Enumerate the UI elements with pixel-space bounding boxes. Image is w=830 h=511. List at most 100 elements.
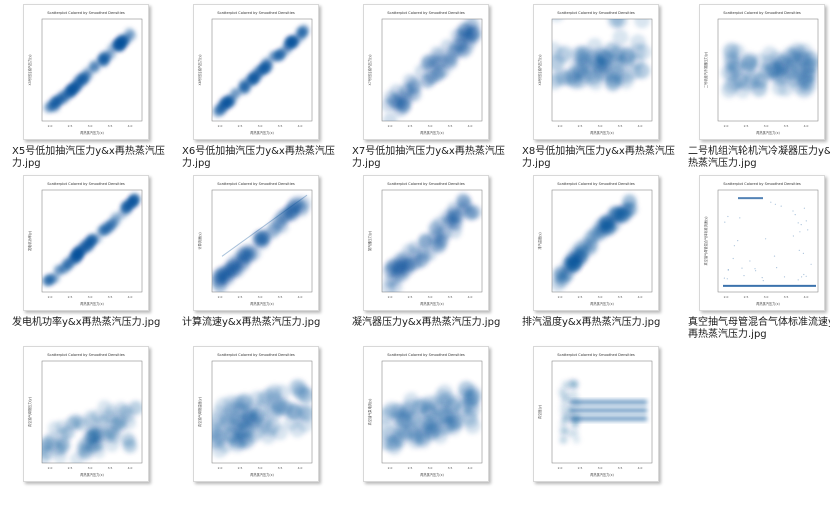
y-axis-label: X8号低加抽汽压力(y) <box>537 55 542 86</box>
x-tick-label: 2.0 <box>48 295 53 299</box>
x-tick-label: 2.0 <box>48 466 53 470</box>
x-tick-label: 2.0 <box>48 124 53 128</box>
density-plot-image: Scatterplot Colored by Smoothed Densitie… <box>537 182 653 306</box>
file-item[interactable]: Scatterplot Colored by Smoothed Densitie… <box>12 4 172 169</box>
file-name-label[interactable]: 二号机组汽轮机汽冷凝器压力y&x再热蒸汽压力.jpg <box>688 146 830 169</box>
x-tick-label: 4.0 <box>638 124 643 128</box>
x-tick-label: 2.5 <box>578 466 583 470</box>
file-thumbnail[interactable]: Scatterplot Colored by Smoothed Densitie… <box>533 4 659 140</box>
plot-title: Scatterplot Colored by Smoothed Densitie… <box>217 353 295 357</box>
x-tick-label: 3.0 <box>88 466 93 470</box>
file-thumbnail[interactable]: Scatterplot Colored by Smoothed Densitie… <box>23 346 149 482</box>
x-tick-label: 3.5 <box>618 124 623 128</box>
y-axis-label: 计算流速(y) <box>197 232 202 249</box>
file-thumbnail[interactable]: Scatterplot Colored by Smoothed Densitie… <box>699 4 825 140</box>
file-name-label[interactable]: 计算流速y&x再热蒸汽压力.jpg <box>182 317 321 328</box>
x-tick-label: 2.5 <box>408 295 413 299</box>
file-name-label[interactable]: 发电机功率y&x再热蒸汽压力.jpg <box>12 317 161 328</box>
file-item[interactable]: Scatterplot Colored by Smoothed Densitie… <box>352 175 512 340</box>
y-axis-label: 真空度(y) <box>537 405 542 419</box>
x-tick-label: 2.0 <box>388 295 393 299</box>
file-thumbnail[interactable]: Scatterplot Colored by Smoothed Densitie… <box>193 346 319 482</box>
x-tick-label: 2.5 <box>744 295 749 299</box>
x-tick-label: 2.5 <box>238 295 243 299</box>
x-tick-label: 4.0 <box>128 295 133 299</box>
density-plot-image: Scatterplot Colored by Smoothed Densitie… <box>367 353 483 477</box>
file-thumbnail[interactable]: Scatterplot Colored by Smoothed Densitie… <box>193 4 319 140</box>
file-item[interactable]: Scatterplot Colored by Smoothed Densitie… <box>522 4 682 169</box>
plot-title: Scatterplot Colored by Smoothed Densitie… <box>387 353 465 357</box>
x-tick-label: 2.0 <box>218 124 223 128</box>
density-plot-image: Scatterplot Colored by Smoothed Densitie… <box>537 11 653 135</box>
y-axis-label: 真空抽气泵电流(y) <box>367 399 372 426</box>
file-item[interactable]: Scatterplot Colored by Smoothed Densitie… <box>182 175 342 340</box>
plot-title: Scatterplot Colored by Smoothed Densitie… <box>47 11 125 15</box>
file-thumbnail[interactable]: Scatterplot Colored by Smoothed Densitie… <box>533 346 659 482</box>
x-tick-label: 3.5 <box>618 466 623 470</box>
file-name-label[interactable]: 排汽温度y&x再热蒸汽压力.jpg <box>522 317 661 328</box>
file-item[interactable]: Scatterplot Colored by Smoothed Densitie… <box>12 175 172 340</box>
y-axis-label: X5号低加抽汽压力(y) <box>27 55 32 86</box>
x-axis-label: 再热蒸汽压力(x) <box>250 301 274 306</box>
x-tick-label: 3.0 <box>428 466 433 470</box>
x-axis-label: 再热蒸汽压力(x) <box>590 472 614 477</box>
x-tick-label: 3.5 <box>618 295 623 299</box>
file-thumbnail[interactable]: Scatterplot Colored by Smoothed Densitie… <box>363 4 489 140</box>
file-item[interactable]: Scatterplot Colored by Smoothed Densitie… <box>688 175 830 340</box>
file-item[interactable]: Scatterplot Colored by Smoothed Densitie… <box>688 4 830 169</box>
x-tick-label: 2.5 <box>408 124 413 128</box>
file-thumbnail[interactable]: Scatterplot Colored by Smoothed Densitie… <box>23 175 149 311</box>
file-name-label[interactable]: X6号低加抽汽压力y&x再热蒸汽压力.jpg <box>182 146 335 169</box>
x-tick-label: 4.0 <box>468 124 473 128</box>
plot-title: Scatterplot Colored by Smoothed Densitie… <box>217 11 295 15</box>
x-axis-label: 再热蒸汽压力(x) <box>590 301 614 306</box>
density-plot-image: Scatterplot Colored by Smoothed Densitie… <box>197 353 313 477</box>
x-tick-label: 3.0 <box>258 295 263 299</box>
x-tick-label: 3.0 <box>88 295 93 299</box>
file-item[interactable]: Scatterplot Colored by Smoothed Densitie… <box>182 4 342 169</box>
x-tick-label: 3.5 <box>108 466 113 470</box>
file-name-label[interactable]: X8号低加抽汽压力y&x再热蒸汽压力.jpg <box>522 146 675 169</box>
file-thumbnail[interactable]: Scatterplot Colored by Smoothed Densitie… <box>23 4 149 140</box>
x-tick-label: 3.5 <box>448 295 453 299</box>
x-tick-label: 2.5 <box>578 295 583 299</box>
file-name-label[interactable]: X5号低加抽汽压力y&x再热蒸汽压力.jpg <box>12 146 165 169</box>
x-tick-label: 3.0 <box>258 124 263 128</box>
x-tick-label: 4.0 <box>128 124 133 128</box>
plot-title: Scatterplot Colored by Smoothed Densitie… <box>557 353 635 357</box>
x-tick-label: 4.0 <box>468 466 473 470</box>
y-axis-label: 真空抽气母管混合气体标准流速(y) <box>703 217 708 266</box>
plot-title: Scatterplot Colored by Smoothed Densitie… <box>217 182 295 186</box>
density-plot-image: Scatterplot Colored by Smoothed Densitie… <box>367 182 483 306</box>
file-name-label[interactable]: X7号低加抽汽压力y&x再热蒸汽压力.jpg <box>352 146 505 169</box>
file-item[interactable]: Scatterplot Colored by Smoothed Densitie… <box>12 346 172 511</box>
x-tick-label: 2.0 <box>558 295 563 299</box>
file-item[interactable]: Scatterplot Colored by Smoothed Densitie… <box>522 175 682 340</box>
file-thumbnail[interactable]: Scatterplot Colored by Smoothed Densitie… <box>363 346 489 482</box>
file-thumbnail[interactable]: Scatterplot Colored by Smoothed Densitie… <box>533 175 659 311</box>
x-tick-label: 4.0 <box>298 295 303 299</box>
file-name-label[interactable]: 真空抽气母管混合气体标准流速y&x再热蒸汽压力.jpg <box>688 317 830 340</box>
file-item[interactable]: Scatterplot Colored by Smoothed Densitie… <box>352 346 512 511</box>
file-thumbnail[interactable]: Scatterplot Colored by Smoothed Densitie… <box>193 175 319 311</box>
x-tick-label: 3.0 <box>598 466 603 470</box>
x-axis-label: 再热蒸汽压力(x) <box>80 301 104 306</box>
file-thumbnail[interactable]: Scatterplot Colored by Smoothed Densitie… <box>363 175 489 311</box>
y-axis-label: X6号低加抽汽压力(y) <box>197 55 202 86</box>
density-plot-image: Scatterplot Colored by Smoothed Densitie… <box>537 353 653 477</box>
file-item[interactable]: Scatterplot Colored by Smoothed Densitie… <box>182 346 342 511</box>
y-axis-label: 二号机组汽冷凝器压力(y) <box>703 52 708 88</box>
file-thumbnail-grid: Scatterplot Colored by Smoothed Densitie… <box>12 4 830 482</box>
file-item[interactable]: Scatterplot Colored by Smoothed Densitie… <box>352 4 512 169</box>
file-thumbnail[interactable]: Scatterplot Colored by Smoothed Densitie… <box>699 175 825 311</box>
x-tick-label: 3.0 <box>258 466 263 470</box>
x-tick-label: 2.0 <box>218 295 223 299</box>
x-tick-label: 3.0 <box>764 124 769 128</box>
plot-title: Scatterplot Colored by Smoothed Densitie… <box>557 11 635 15</box>
plot-title: Scatterplot Colored by Smoothed Densitie… <box>47 353 125 357</box>
x-tick-label: 2.5 <box>68 124 73 128</box>
file-name-label[interactable]: 凝汽器压力y&x再热蒸汽压力.jpg <box>352 317 501 328</box>
x-axis-label: 再热蒸汽压力(x) <box>420 301 444 306</box>
x-axis-label: 再热蒸汽压力(x) <box>250 472 274 477</box>
file-item[interactable]: Scatterplot Colored by Smoothed Densitie… <box>522 346 682 511</box>
